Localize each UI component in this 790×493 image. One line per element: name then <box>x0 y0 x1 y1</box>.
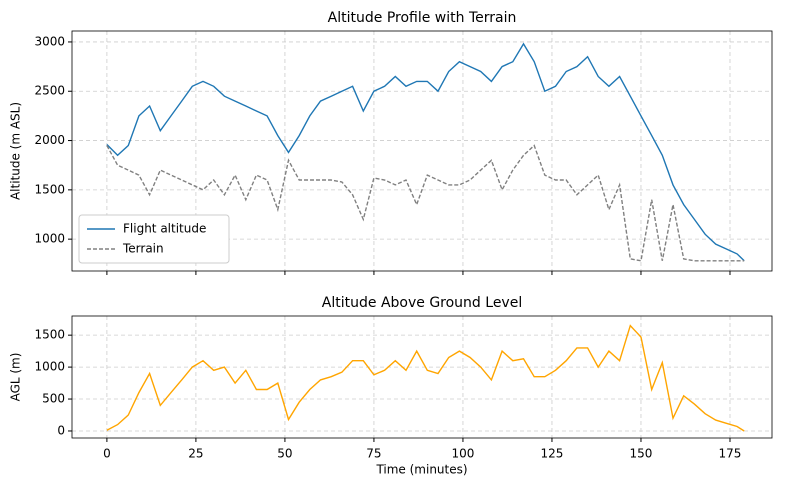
y-tick-label: 2000 <box>34 133 65 147</box>
y-tick-label: 1500 <box>34 182 65 196</box>
x-tick-label: 50 <box>277 447 292 461</box>
y-tick-label: 1000 <box>34 232 65 246</box>
y-axis-label: Altitude (m ASL) <box>9 102 23 200</box>
x-tick-label: 175 <box>719 447 742 461</box>
legend-box <box>78 214 230 264</box>
y-axis-label: AGL (m) <box>9 353 23 402</box>
data-line <box>106 324 745 432</box>
x-tick-label: 150 <box>630 447 653 461</box>
x-tick-label: 75 <box>366 447 381 461</box>
x-tick-label: 0 <box>103 447 111 461</box>
data-line <box>106 144 745 262</box>
chart-title: Altitude Above Ground Level <box>322 295 522 311</box>
x-tick-label: 125 <box>541 447 564 461</box>
x-axis-label: Time (minutes) <box>375 463 467 477</box>
y-tick-label: 0 <box>57 423 65 437</box>
y-tick-label: 2500 <box>34 84 65 98</box>
x-tick-label: 25 <box>188 447 203 461</box>
legend: Flight altitude Terrain <box>78 214 230 264</box>
chart-title: Altitude Profile with Terrain <box>328 10 517 26</box>
y-tick-label: 500 <box>42 392 65 406</box>
legend-label: Terrain <box>122 242 164 256</box>
plot-frame <box>71 30 773 272</box>
x-tick-label: 100 <box>451 447 474 461</box>
y-tick-label: 3000 <box>34 34 65 48</box>
y-tick-label: 1000 <box>34 360 65 374</box>
data-line <box>106 42 745 262</box>
legend-label: Flight altitude <box>123 222 206 236</box>
plot-frame <box>71 315 773 439</box>
y-tick-label: 1500 <box>34 328 65 342</box>
